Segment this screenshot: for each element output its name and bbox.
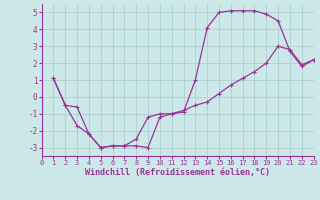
- X-axis label: Windchill (Refroidissement éolien,°C): Windchill (Refroidissement éolien,°C): [85, 168, 270, 177]
